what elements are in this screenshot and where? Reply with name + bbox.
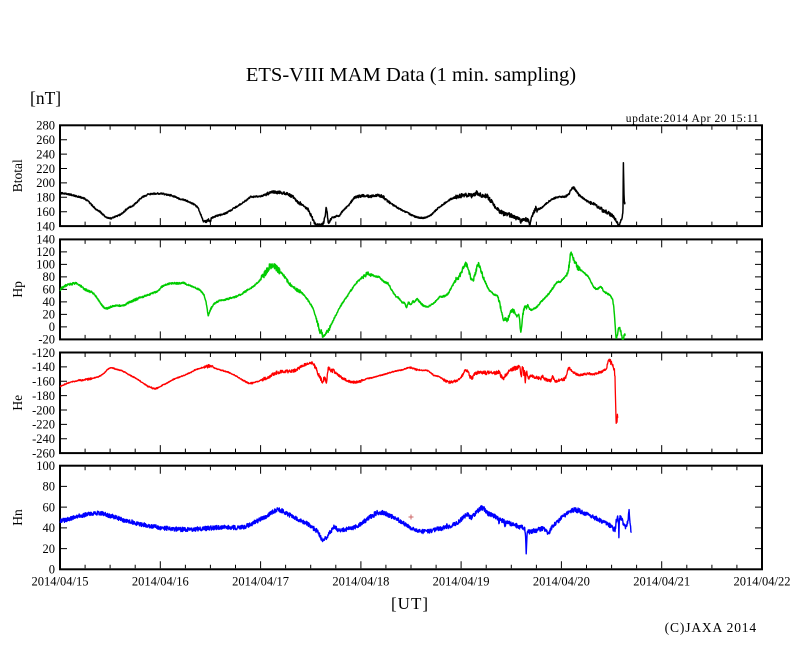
svg-text:[UT]: [UT] bbox=[391, 594, 429, 613]
svg-text:2014/04/22: 2014/04/22 bbox=[734, 575, 791, 589]
svg-text:2014/04/17: 2014/04/17 bbox=[232, 575, 289, 589]
svg-text:update:2014 Apr 20 15:11: update:2014 Apr 20 15:11 bbox=[626, 113, 759, 125]
svg-text:140: 140 bbox=[36, 219, 55, 233]
svg-text:40: 40 bbox=[43, 295, 56, 309]
svg-text:160: 160 bbox=[36, 205, 55, 219]
svg-text:-180: -180 bbox=[32, 389, 55, 403]
svg-text:100: 100 bbox=[36, 258, 55, 272]
svg-text:-200: -200 bbox=[32, 403, 55, 417]
svg-text:120: 120 bbox=[36, 245, 55, 259]
svg-text:20: 20 bbox=[43, 308, 56, 322]
svg-text:2014/04/19: 2014/04/19 bbox=[433, 575, 490, 589]
svg-text:(C)JAXA 2014: (C)JAXA 2014 bbox=[665, 620, 757, 635]
svg-text:-120: -120 bbox=[32, 346, 55, 360]
svg-text:2014/04/21: 2014/04/21 bbox=[633, 575, 690, 589]
svg-text:-140: -140 bbox=[32, 360, 55, 374]
svg-text:-260: -260 bbox=[32, 446, 55, 460]
svg-text:200: 200 bbox=[36, 176, 55, 190]
svg-text:0: 0 bbox=[49, 563, 55, 577]
svg-text:60: 60 bbox=[43, 283, 56, 297]
svg-text:240: 240 bbox=[36, 147, 55, 161]
svg-text:-160: -160 bbox=[32, 375, 55, 389]
svg-text:-20: -20 bbox=[38, 333, 55, 347]
svg-text:-240: -240 bbox=[32, 432, 55, 446]
svg-text:220: 220 bbox=[36, 162, 55, 176]
svg-text:140: 140 bbox=[36, 233, 55, 247]
svg-text:2014/04/15: 2014/04/15 bbox=[32, 575, 89, 589]
svg-text:260: 260 bbox=[36, 133, 55, 147]
svg-text:80: 80 bbox=[43, 480, 56, 494]
svg-text:60: 60 bbox=[43, 500, 56, 514]
svg-text:180: 180 bbox=[36, 191, 55, 205]
svg-text:Hn: Hn bbox=[10, 509, 25, 526]
svg-text:[nT]: [nT] bbox=[30, 88, 61, 108]
svg-text:80: 80 bbox=[43, 270, 56, 284]
svg-text:-220: -220 bbox=[32, 418, 55, 432]
svg-text:2014/04/20: 2014/04/20 bbox=[533, 575, 590, 589]
svg-text:40: 40 bbox=[43, 521, 56, 535]
svg-text:ETS-VIII MAM Data (1 min. samp: ETS-VIII MAM Data (1 min. sampling) bbox=[246, 64, 576, 86]
svg-text:2014/04/18: 2014/04/18 bbox=[332, 575, 389, 589]
svg-text:100: 100 bbox=[36, 459, 55, 473]
svg-text:2014/04/16: 2014/04/16 bbox=[132, 575, 189, 589]
svg-text:20: 20 bbox=[43, 542, 56, 556]
svg-text:Btotal: Btotal bbox=[10, 159, 25, 192]
svg-text:Hp: Hp bbox=[10, 281, 25, 298]
svg-text:He: He bbox=[10, 395, 25, 411]
svg-text:280: 280 bbox=[36, 119, 55, 133]
svg-text:0: 0 bbox=[49, 320, 55, 334]
